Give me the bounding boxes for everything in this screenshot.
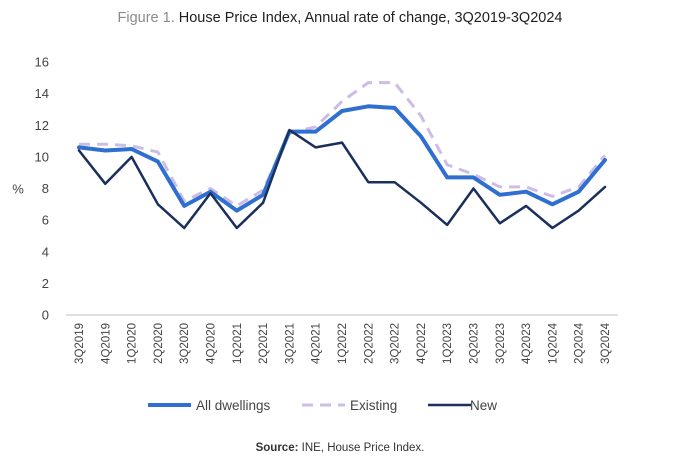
x-tick-label: 2Q2022 xyxy=(363,323,375,364)
y-tick-label: 4 xyxy=(42,244,49,259)
y-tick-label: 16 xyxy=(35,55,49,70)
legend-label-all-dwellings: All dwellings xyxy=(196,398,271,413)
x-tick-label: 1Q2023 xyxy=(442,323,454,364)
y-tick-label: 8 xyxy=(42,181,49,196)
y-axis-label: % xyxy=(12,182,24,197)
x-tick-label: 4Q2023 xyxy=(521,323,533,364)
legend-label-existing: Existing xyxy=(350,398,397,413)
x-tick-label: 2Q2021 xyxy=(258,323,270,364)
source-note: Source: INE, House Price Index. xyxy=(0,442,680,454)
series-line-all-dwellings xyxy=(77,104,607,213)
y-tick-label: 2 xyxy=(42,276,49,291)
x-tick-label: 3Q2019 xyxy=(74,323,86,364)
x-tick-label: 2Q2024 xyxy=(574,322,586,364)
x-tick-label: 4Q2022 xyxy=(416,323,428,364)
chart-title-text: House Price Index, Annual rate of change… xyxy=(178,10,563,26)
figure-number: Figure 1. xyxy=(117,10,175,26)
legend-label-new: New xyxy=(470,398,497,413)
x-tick-label: 4Q2019 xyxy=(100,323,112,364)
x-tick-label: 3Q2021 xyxy=(284,323,296,364)
x-tick-label: 2Q2023 xyxy=(469,323,481,364)
x-tick-label: 1Q2021 xyxy=(232,323,244,364)
y-tick-label: 14 xyxy=(35,86,49,101)
y-tick-label: 10 xyxy=(35,149,49,164)
series-line-new xyxy=(77,128,607,230)
source-label: Source: xyxy=(255,442,299,454)
x-tick-label: 1Q2020 xyxy=(127,323,139,364)
series-line-existing xyxy=(79,81,607,208)
chart-title: Figure 1. House Price Index, Annual rate… xyxy=(0,10,680,26)
y-tick-label: 0 xyxy=(42,308,49,323)
source-text: INE, House Price Index. xyxy=(301,442,425,454)
x-tick-label: 3Q2024 xyxy=(600,322,612,364)
y-tick-label: 6 xyxy=(42,213,49,228)
x-tick-label: 4Q2020 xyxy=(206,323,218,364)
x-tick-label: 2Q2020 xyxy=(153,323,165,364)
x-tick-label: 3Q2020 xyxy=(179,323,191,364)
x-tick-label: 1Q2024 xyxy=(547,322,559,364)
x-tick-label: 3Q2022 xyxy=(390,323,402,364)
x-tick-label: 4Q2021 xyxy=(311,323,323,364)
x-tick-label: 3Q2023 xyxy=(495,323,507,364)
y-tick-label: 12 xyxy=(35,118,49,133)
x-tick-label: 1Q2022 xyxy=(337,323,349,364)
